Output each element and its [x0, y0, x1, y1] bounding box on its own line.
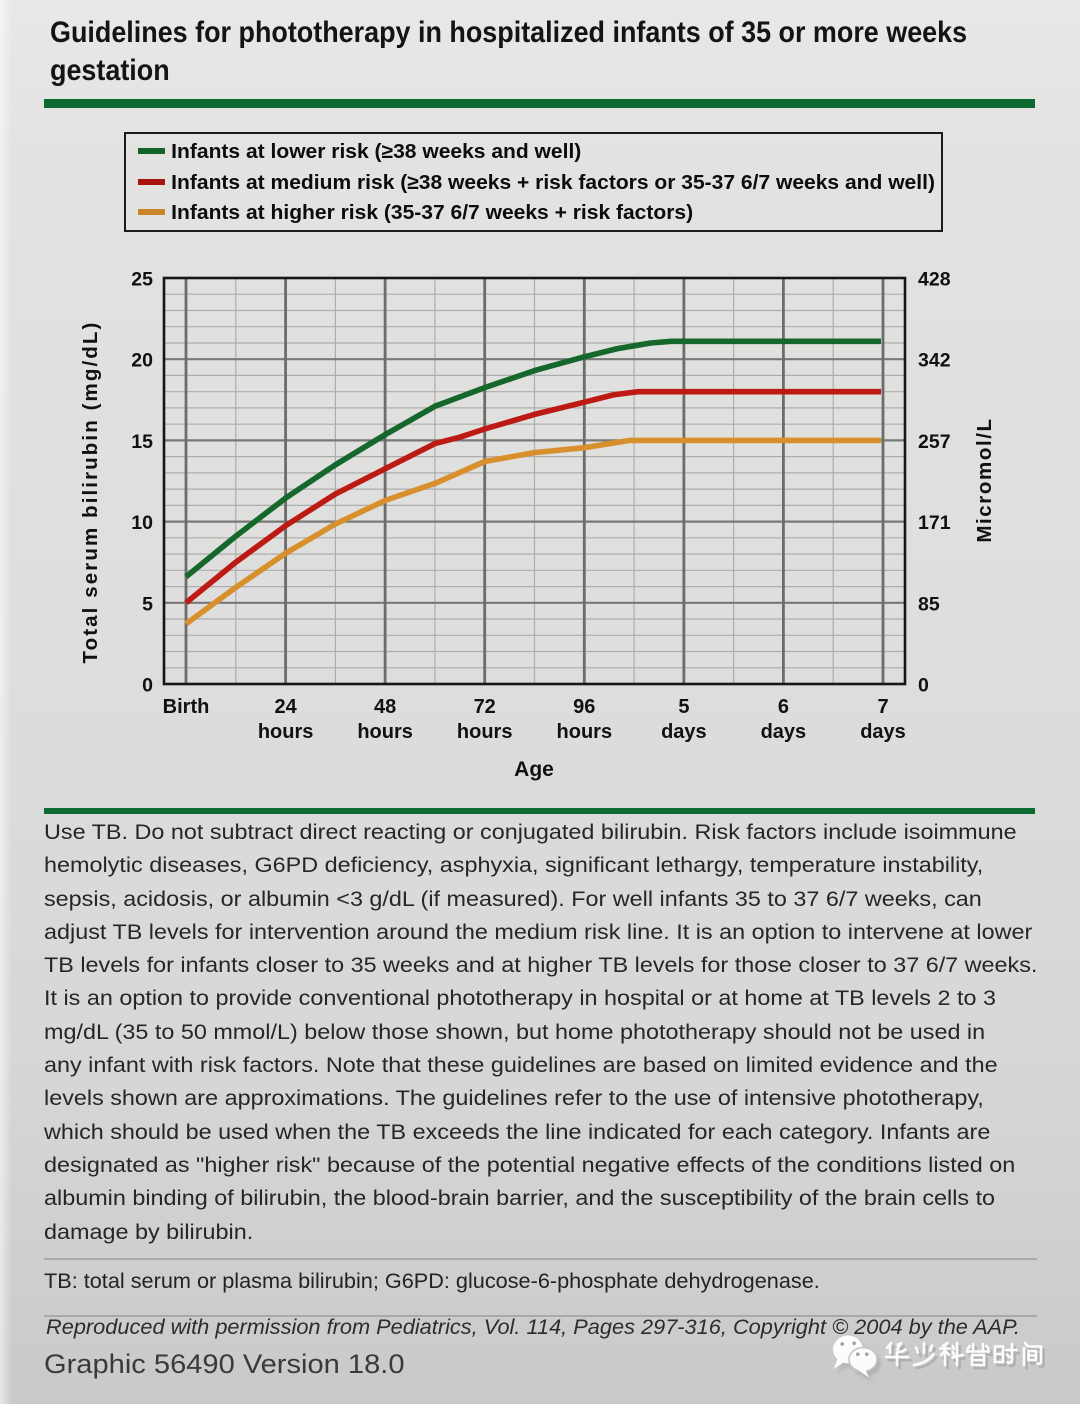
svg-text:20: 20 [131, 350, 153, 372]
svg-text:Birth: Birth [163, 696, 210, 718]
svg-text:25: 25 [131, 269, 153, 291]
svg-text:Total serum bilirubin (mg/dL): Total serum bilirubin (mg/dL) [79, 321, 102, 664]
svg-text:Age: Age [514, 758, 554, 781]
svg-text:days: days [860, 721, 906, 743]
svg-text:0: 0 [918, 675, 929, 697]
svg-text:0: 0 [142, 675, 153, 697]
svg-text:7: 7 [877, 696, 888, 718]
svg-text:hours: hours [557, 721, 613, 743]
svg-text:hours: hours [357, 721, 413, 743]
svg-text:72: 72 [474, 696, 496, 718]
svg-text:10: 10 [131, 512, 153, 534]
svg-text:48: 48 [374, 696, 396, 718]
svg-text:5: 5 [678, 696, 689, 718]
svg-text:171: 171 [918, 512, 951, 534]
svg-text:15: 15 [131, 431, 153, 453]
svg-text:257: 257 [918, 431, 951, 453]
svg-text:hours: hours [457, 721, 513, 743]
svg-text:85: 85 [918, 593, 940, 615]
svg-text:24: 24 [274, 696, 297, 718]
svg-text:5: 5 [142, 593, 153, 615]
svg-text:342: 342 [918, 350, 951, 372]
svg-text:Micromol/L: Micromol/L [973, 417, 996, 542]
svg-text:days: days [761, 721, 807, 743]
svg-text:428: 428 [918, 269, 951, 291]
svg-text:96: 96 [573, 696, 595, 718]
svg-text:days: days [661, 721, 707, 743]
svg-text:6: 6 [778, 696, 789, 718]
svg-text:hours: hours [258, 721, 314, 743]
